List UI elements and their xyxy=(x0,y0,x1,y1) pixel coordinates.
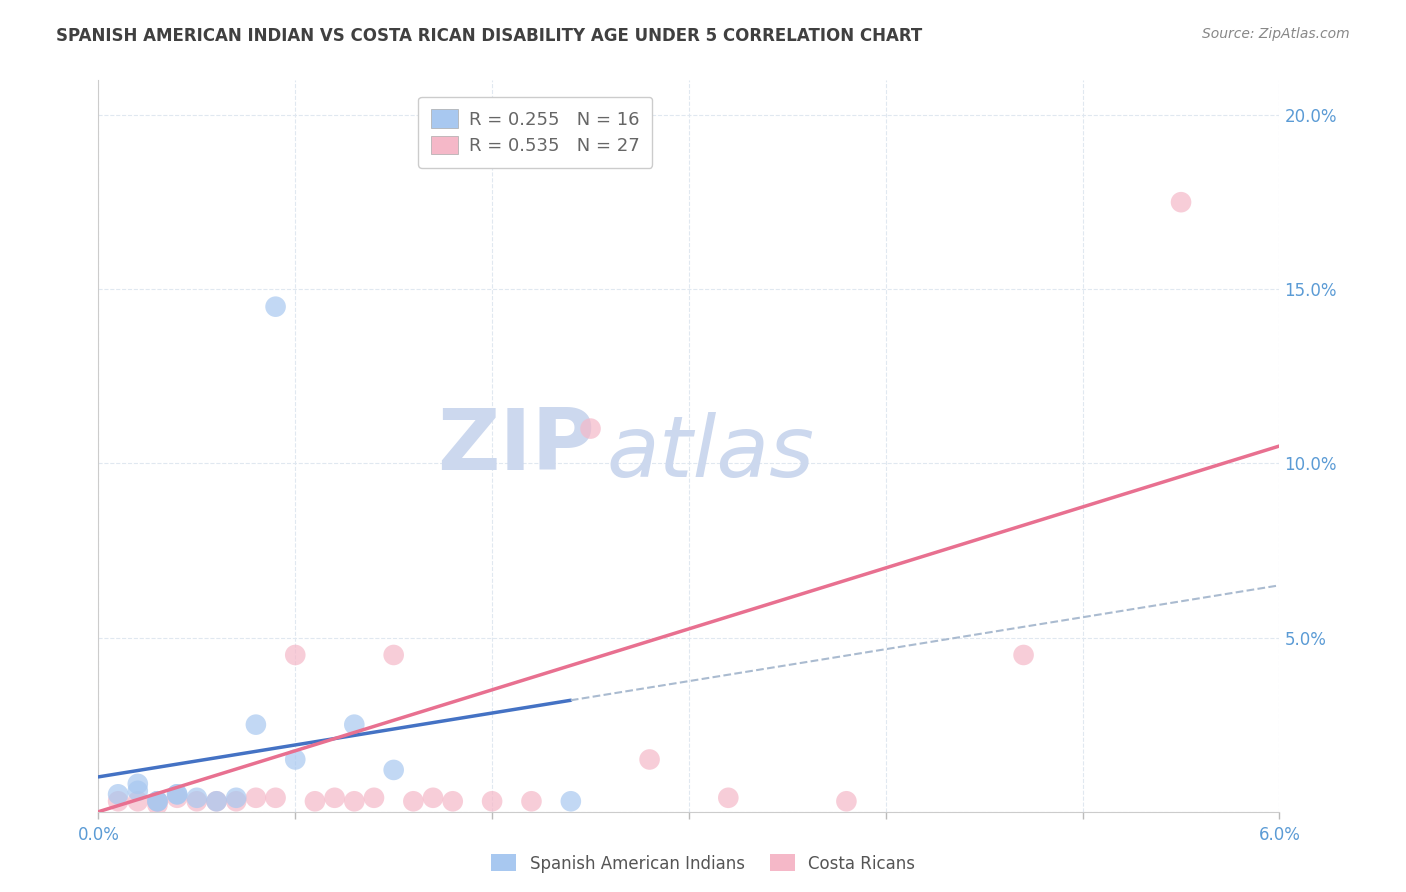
Point xyxy=(107,794,129,808)
Point xyxy=(225,790,247,805)
Point xyxy=(343,717,366,731)
Point xyxy=(127,794,149,808)
Point xyxy=(579,421,602,435)
Legend: Spanish American Indians, Costa Ricans: Spanish American Indians, Costa Ricans xyxy=(485,847,921,880)
Point xyxy=(186,790,208,805)
Point xyxy=(343,794,366,808)
Point xyxy=(520,794,543,808)
Point xyxy=(835,794,858,808)
Point xyxy=(146,794,169,808)
Point xyxy=(382,763,405,777)
Point xyxy=(1170,195,1192,210)
Point xyxy=(481,794,503,808)
Point xyxy=(107,787,129,801)
Point xyxy=(146,797,169,812)
Point xyxy=(205,794,228,808)
Point xyxy=(560,794,582,808)
Point xyxy=(186,794,208,808)
Point xyxy=(382,648,405,662)
Point xyxy=(638,752,661,766)
Point xyxy=(1012,648,1035,662)
Point xyxy=(166,787,188,801)
Point xyxy=(441,794,464,808)
Point xyxy=(146,794,169,808)
Point xyxy=(304,794,326,808)
Point xyxy=(205,794,228,808)
Point xyxy=(127,784,149,798)
Text: SPANISH AMERICAN INDIAN VS COSTA RICAN DISABILITY AGE UNDER 5 CORRELATION CHART: SPANISH AMERICAN INDIAN VS COSTA RICAN D… xyxy=(56,27,922,45)
Point xyxy=(264,790,287,805)
Point xyxy=(127,777,149,791)
Text: ZIP: ZIP xyxy=(437,404,595,488)
Text: atlas: atlas xyxy=(606,412,814,495)
Point xyxy=(245,717,267,731)
Point xyxy=(264,300,287,314)
Point xyxy=(363,790,385,805)
Point xyxy=(166,787,188,801)
Point xyxy=(284,648,307,662)
Point xyxy=(717,790,740,805)
Point xyxy=(146,794,169,808)
Point xyxy=(166,790,188,805)
Point xyxy=(245,790,267,805)
Point xyxy=(422,790,444,805)
Point xyxy=(323,790,346,805)
Point xyxy=(284,752,307,766)
Point xyxy=(225,794,247,808)
Point xyxy=(402,794,425,808)
Legend: R = 0.255   N = 16, R = 0.535   N = 27: R = 0.255 N = 16, R = 0.535 N = 27 xyxy=(419,96,652,168)
Text: Source: ZipAtlas.com: Source: ZipAtlas.com xyxy=(1202,27,1350,41)
